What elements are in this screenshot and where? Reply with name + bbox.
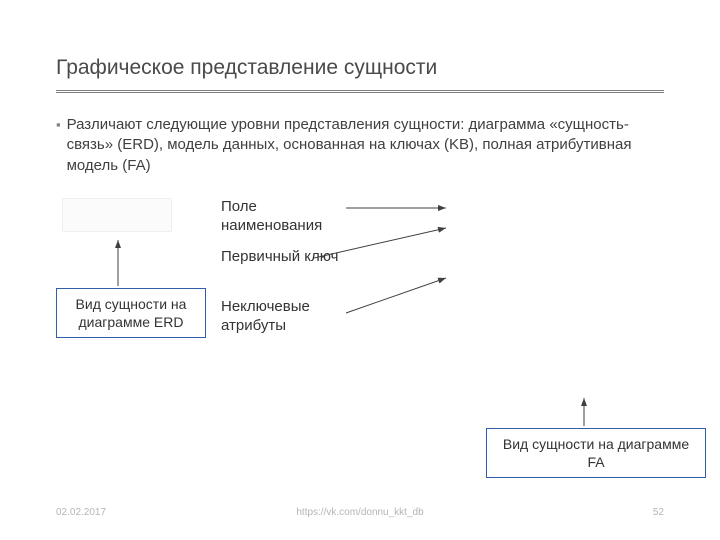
slide-title: Графическое представление сущности <box>56 56 664 80</box>
attr-label-primary-key: Первичный ключ <box>221 248 341 267</box>
erd-caption-box: Вид сущности на диаграмме ERD <box>56 288 206 338</box>
erd-entity-placeholder <box>62 198 172 232</box>
bullet-marker: ▪ <box>56 115 61 136</box>
fa-caption-box: Вид сущности на диаграмме FA <box>486 428 706 478</box>
diagram-area: Вид сущности на диаграмме ERD Вид сущнос… <box>56 198 664 458</box>
footer-url: https://vk.com/donnu_kkt_db <box>296 507 423 518</box>
bullet-item: ▪ Различают следующие уровни представлен… <box>56 115 664 176</box>
footer: 02.02.2017 https://vk.com/donnu_kkt_db 5… <box>56 507 664 518</box>
slide: Графическое представление сущности ▪ Раз… <box>0 0 720 540</box>
title-rule <box>56 90 664 93</box>
footer-date: 02.02.2017 <box>56 507 106 518</box>
attr-label-name-field: Поле наименования <box>221 198 341 236</box>
arrow-nonkey <box>346 278 446 313</box>
footer-page-number: 52 <box>653 507 664 518</box>
attr-label-nonkey: Неключевые атрибуты <box>221 298 341 336</box>
bullet-text: Различают следующие уровни представления… <box>67 115 664 176</box>
